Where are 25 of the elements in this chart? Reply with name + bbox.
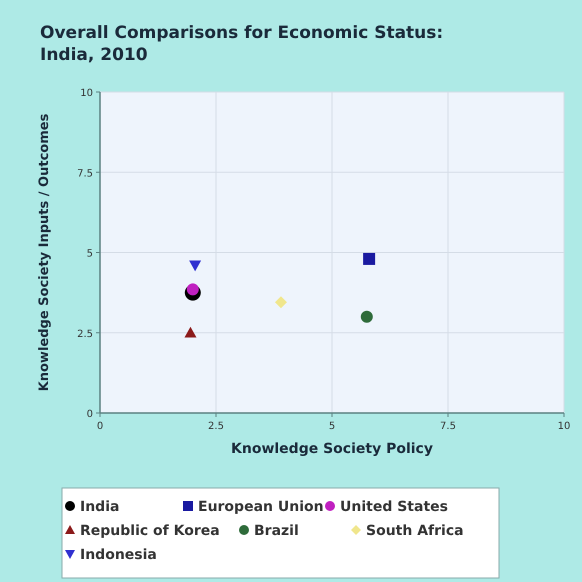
y-tick-label: 10	[80, 88, 93, 99]
point	[274, 296, 287, 308]
x-tick-label: 10	[558, 421, 570, 432]
legend-label: Brazil	[254, 523, 299, 539]
legend-label: India	[80, 499, 120, 515]
legend-label: United States	[340, 499, 448, 515]
point	[363, 252, 376, 265]
legend-label: Indonesia	[80, 547, 157, 563]
x-tick-label: 0	[96, 421, 104, 432]
x-tick-label: 5	[328, 421, 336, 432]
point	[189, 260, 202, 272]
point	[360, 310, 373, 323]
y-tick-label: 2.5	[77, 328, 93, 340]
x-tick-label: 7.5	[440, 421, 456, 432]
y-axis-title: Knowledge Society Inputs / Outcomes	[37, 113, 52, 392]
point	[184, 326, 196, 338]
x-tick-label: 2.5	[208, 421, 224, 432]
x-axis-title: Knowledge Society Policy	[231, 441, 433, 457]
legend-label: Republic of Korea	[80, 523, 220, 539]
y-tick-label: 5	[86, 248, 93, 260]
legend-label: European Union	[198, 499, 324, 515]
y-tick-label: 0	[86, 409, 93, 420]
y-tick-label: 7.5	[77, 168, 93, 180]
legend-label: South Africa	[366, 523, 464, 539]
chart-title: Overall Comparisons for Economic Status: India, 2010	[40, 23, 444, 65]
